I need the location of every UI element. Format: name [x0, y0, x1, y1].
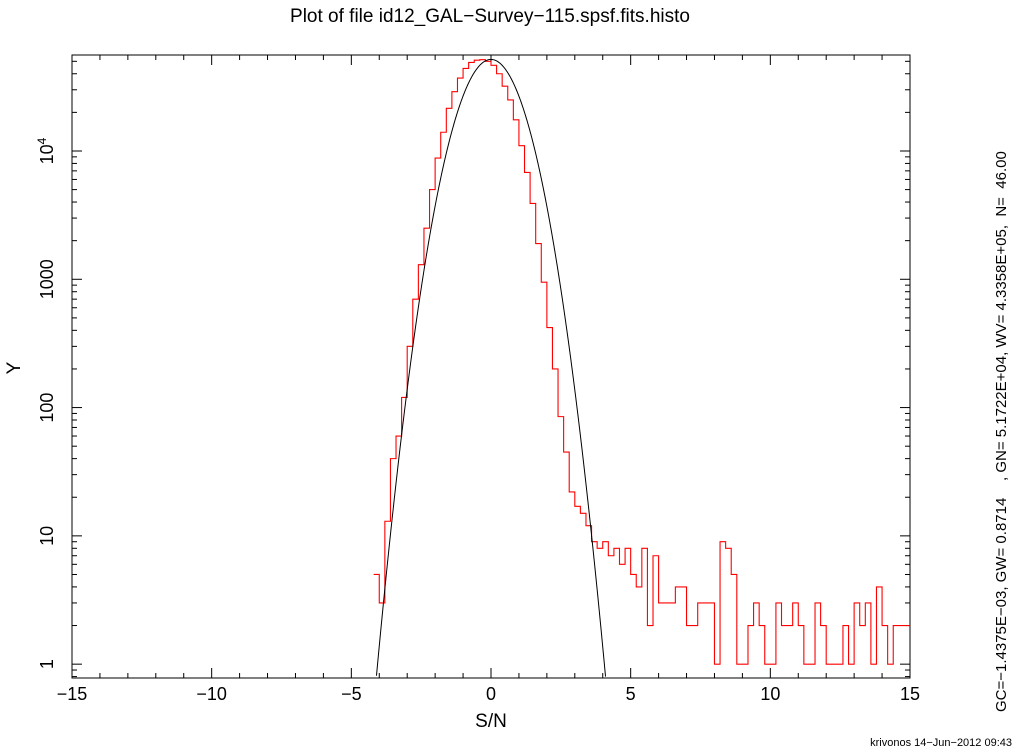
x-axis: −15 −10 −5 0 5 10 15	[57, 55, 920, 704]
x-tick-label: 0	[486, 684, 496, 704]
y-tick-label: 10	[37, 526, 57, 546]
y-axis: 1 10 100 1000 104	[35, 60, 910, 678]
gaussian-fit-curve	[375, 58, 607, 677]
x-axis-label: S/N	[475, 711, 507, 732]
x-tick-label: −5	[341, 684, 362, 704]
data-series	[373, 58, 910, 677]
y-tick-label: 1000	[37, 259, 57, 299]
x-tick-label: −15	[57, 684, 88, 704]
chart-title: Plot of file id12_GAL−Survey−115.spsf.fi…	[290, 6, 690, 27]
y-tick-label: 1	[37, 659, 57, 669]
y-tick-label: 104	[35, 137, 57, 164]
x-tick-label: −10	[196, 684, 227, 704]
footer-timestamp: krivonos 14−Jun−2012 09:43	[870, 737, 1012, 749]
y-axis-label: Y	[4, 361, 25, 374]
histogram-step-line	[373, 59, 910, 665]
x-tick-label: 5	[626, 684, 636, 704]
plot-border	[71, 54, 911, 679]
plot-frame	[71, 54, 911, 679]
fit-parameters-annotation: GC=−1.4375E−03, GW= 0.8714 , GN= 5.1722E…	[993, 151, 1010, 712]
x-tick-label: 15	[900, 684, 920, 704]
x-tick-label: 10	[760, 684, 780, 704]
y-tick-label: 100	[37, 393, 57, 423]
